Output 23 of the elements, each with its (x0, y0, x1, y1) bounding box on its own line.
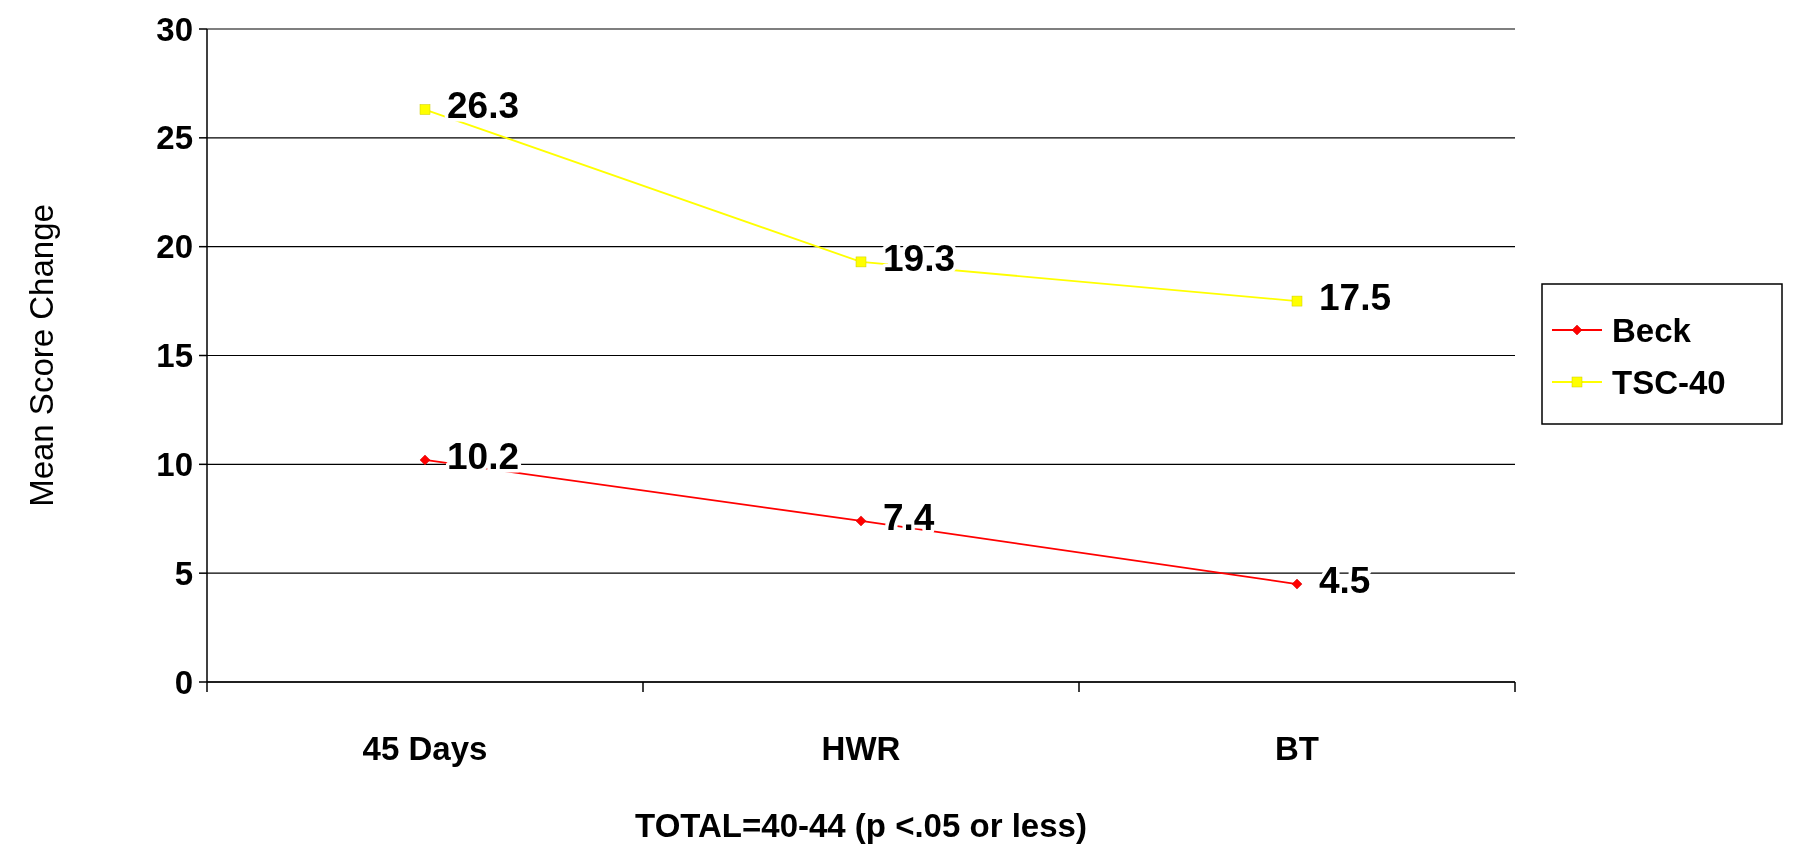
y-tick-label: 30 (156, 10, 193, 48)
y-axis-title: Mean Score Change (23, 204, 60, 507)
point (855, 515, 867, 527)
y-tick-label: 25 (156, 119, 193, 157)
data-label: 17.5 (1319, 277, 1392, 319)
point (419, 454, 431, 466)
x-tick-label: BT (1275, 730, 1319, 767)
data-label: 7.4 (883, 496, 935, 538)
point (855, 256, 867, 268)
x-tick-label: HWR (821, 730, 901, 767)
y-tick-label: 0 (174, 663, 193, 701)
point (419, 104, 431, 115)
x-axis-title: TOTAL=40-44 (p <.05 or less) (635, 807, 1087, 844)
x-tick-label: 45 Days (362, 730, 488, 767)
point (1291, 295, 1303, 307)
legend-label: Beck (1612, 311, 1692, 349)
y-tick-label: 15 (156, 337, 193, 375)
point (1291, 578, 1303, 590)
y-tick-label: 5 (174, 554, 193, 592)
y-tick-label: 10 (156, 445, 193, 483)
y-tick-label: 20 (156, 228, 193, 266)
legend-label: TSC-40 (1612, 363, 1726, 401)
data-label: 26.3 (447, 85, 520, 127)
